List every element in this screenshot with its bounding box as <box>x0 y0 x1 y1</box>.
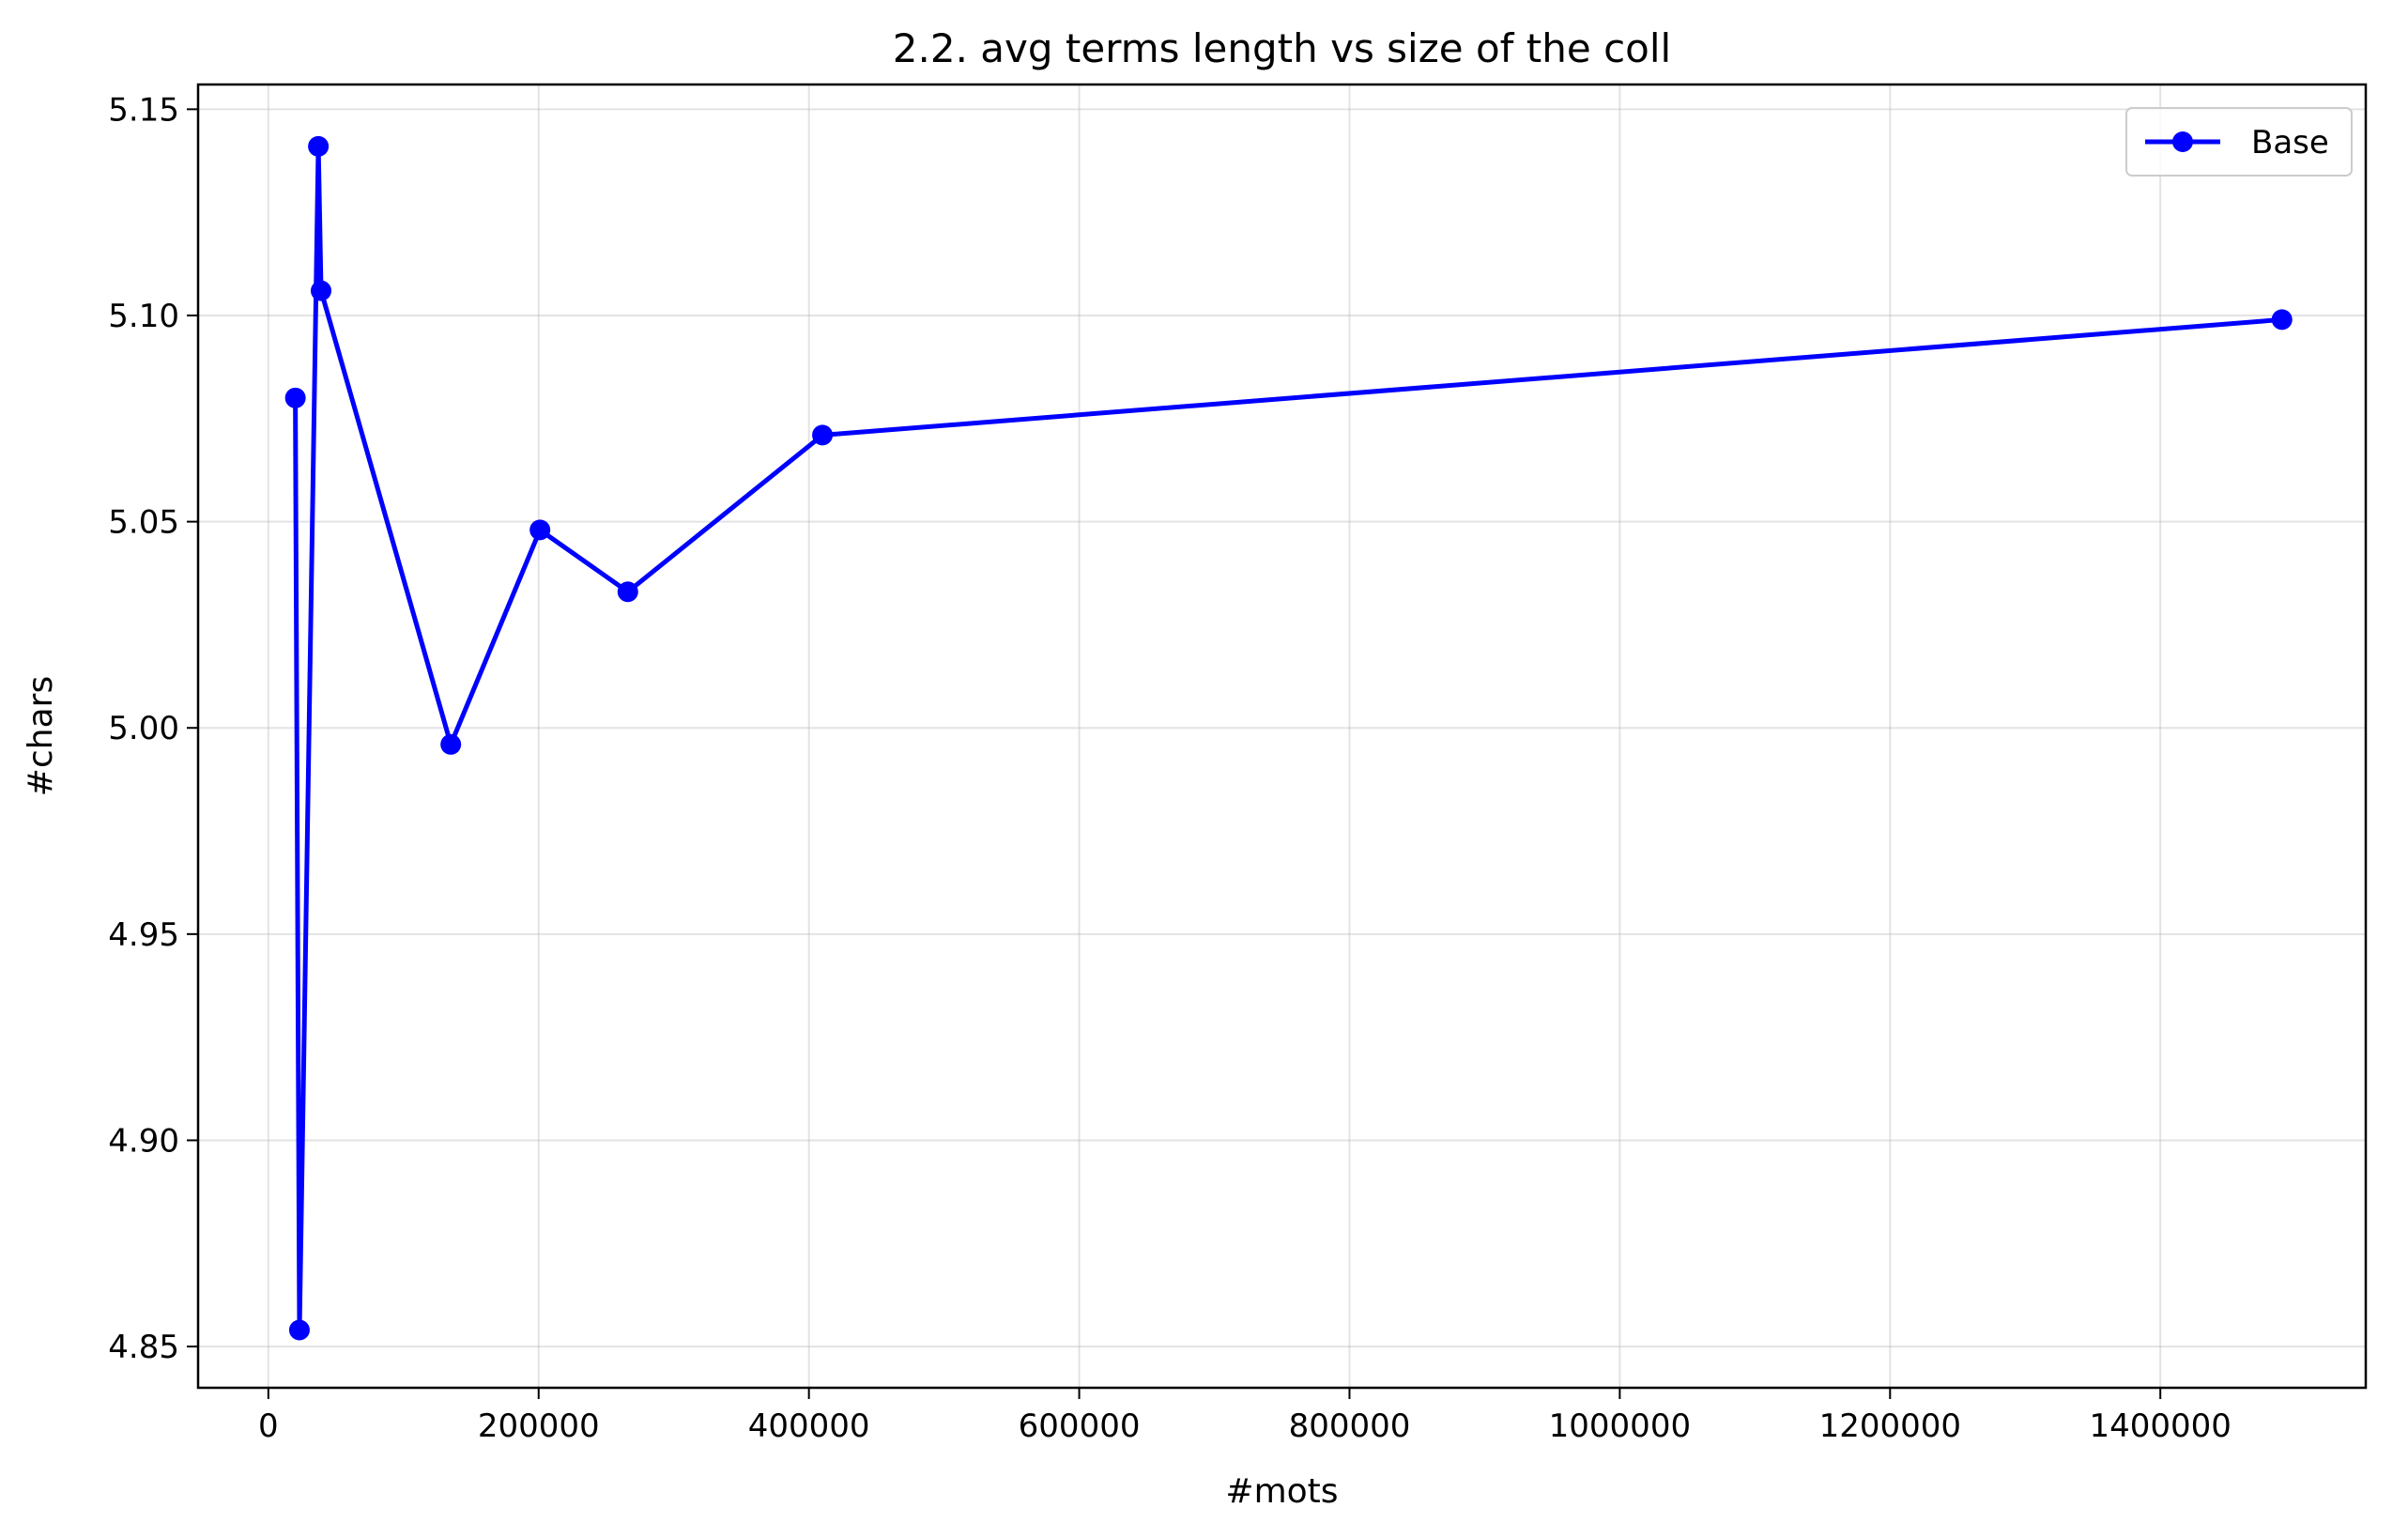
y-tick-label: 5.15 <box>108 91 179 129</box>
data-point <box>288 1319 310 1341</box>
data-point <box>308 135 330 157</box>
y-axis-label: #chars <box>22 676 60 796</box>
x-tick-label: 1200000 <box>1819 1407 1961 1445</box>
x-tick-label: 200000 <box>478 1407 600 1445</box>
chart-title: 2.2. avg terms length vs size of the col… <box>893 25 1671 71</box>
data-point <box>529 519 551 541</box>
plot-frame <box>196 83 2368 1390</box>
x-axis-label: #mots <box>1225 1472 1338 1511</box>
data-point <box>310 280 331 301</box>
y-tick-label: 4.85 <box>108 1329 179 1366</box>
data-point <box>284 387 306 408</box>
legend-marker <box>2172 131 2193 152</box>
y-tick-label: 5.05 <box>108 504 179 542</box>
x-tick-label: 800000 <box>1289 1407 1411 1445</box>
y-tick-label: 4.95 <box>108 916 179 954</box>
data-point <box>617 581 638 603</box>
data-point <box>2271 309 2293 331</box>
y-tick-label: 5.10 <box>108 298 179 335</box>
grid-layer <box>198 85 2366 1388</box>
x-tick-label: 0 <box>258 1407 279 1445</box>
x-tick-label: 1400000 <box>2089 1407 2231 1445</box>
legend: Base <box>2125 107 2353 177</box>
tick-layer: 0 200000 400000 600000 800000 1000000 1200000 1… <box>108 91 2232 1445</box>
y-tick-label: 5.00 <box>108 710 179 747</box>
x-tick-label: 400000 <box>748 1407 870 1445</box>
y-tick-label: 4.90 <box>108 1122 179 1160</box>
series-layer <box>284 135 2293 1341</box>
data-point <box>812 424 834 446</box>
legend-entry-base: Base <box>2251 124 2329 161</box>
x-tick-label: 600000 <box>1019 1407 1141 1445</box>
x-tick-label: 1000000 <box>1549 1407 1691 1445</box>
legend-box <box>2125 107 2353 177</box>
data-point <box>440 733 462 755</box>
